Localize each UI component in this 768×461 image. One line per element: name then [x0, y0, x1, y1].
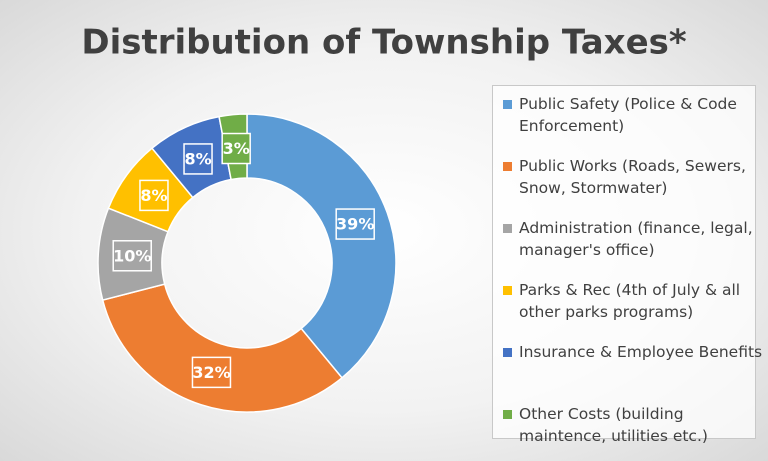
donut-slice — [101, 283, 344, 413]
data-label-box — [335, 208, 375, 240]
legend-label: Administration (finance, legal, manager'… — [519, 219, 753, 259]
data-label-box — [139, 179, 169, 212]
legend-label: Other Costs (building maintence, utiliti… — [519, 405, 708, 445]
donut-slice — [246, 113, 397, 379]
legend-swatch — [503, 162, 512, 171]
legend-label: Public Safety (Police & Code Enforcement… — [519, 95, 737, 135]
data-label-box — [221, 132, 251, 165]
legend-swatch — [503, 100, 512, 109]
data-label-box — [112, 240, 152, 272]
legend-item: Public Works (Roads, Sewers, Snow, Storm… — [503, 155, 764, 199]
legend-swatch — [503, 348, 512, 357]
legend: Public Safety (Police & Code Enforcement… — [492, 85, 762, 445]
chart-title: Distribution of Township Taxes* — [81, 23, 687, 63]
legend-item: Other Costs (building maintence, utiliti… — [503, 403, 764, 447]
data-label: 3% — [223, 139, 250, 158]
data-label: 32% — [192, 363, 230, 382]
data-label: 39% — [336, 215, 374, 234]
legend-item: Public Safety (Police & Code Enforcement… — [503, 93, 764, 137]
data-label: 8% — [184, 149, 211, 168]
data-label-box — [191, 356, 232, 389]
data-label: 10% — [113, 246, 151, 265]
data-label: 8% — [140, 186, 167, 205]
data-label-box — [183, 143, 213, 175]
legend-label: Parks & Rec (4th of July & all other par… — [519, 281, 741, 321]
legend-label: Insurance & Employee Benefits — [519, 343, 763, 361]
legend-swatch — [503, 224, 512, 233]
legend-swatch — [503, 286, 512, 295]
legend-item: Insurance & Employee Benefits — [503, 341, 764, 363]
legend-label: Public Works (Roads, Sewers, Snow, Storm… — [519, 157, 746, 197]
legend-item: Administration (finance, legal, manager'… — [503, 217, 764, 261]
legend-swatch — [503, 410, 512, 419]
legend-item: Parks & Rec (4th of July & all other par… — [503, 279, 764, 323]
